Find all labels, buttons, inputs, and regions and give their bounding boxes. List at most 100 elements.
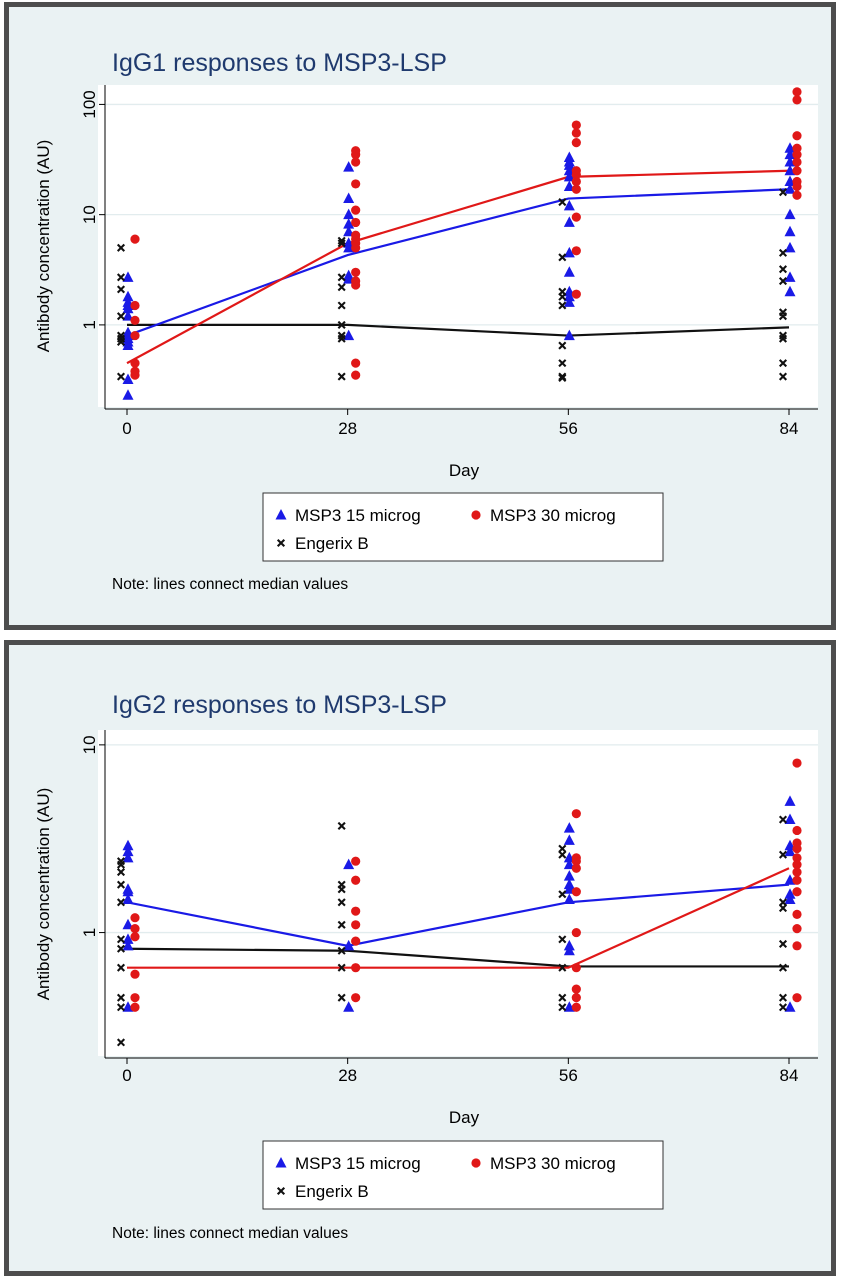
data-point [784, 888, 796, 899]
data-point [337, 885, 346, 894]
chart-title: IgG1 responses to MSP3-LSP [112, 49, 447, 77]
chart-title: IgG2 responses to MSP3-LSP [112, 691, 447, 719]
data-point [351, 370, 361, 380]
data-point [130, 358, 140, 368]
legend-marker [471, 1158, 481, 1168]
data-point [563, 893, 575, 905]
data-point [563, 1001, 575, 1012]
data-point [571, 120, 581, 130]
data-point [792, 867, 802, 877]
data-point [571, 176, 581, 187]
data-point [351, 875, 361, 885]
data-point [337, 283, 346, 292]
data-point [116, 337, 126, 347]
data-point [792, 758, 802, 768]
data-point [116, 285, 126, 294]
legend-marker [275, 509, 287, 520]
data-point [122, 845, 134, 857]
data-point [563, 834, 575, 845]
legend-marker [471, 510, 481, 520]
data-point [784, 874, 796, 885]
data-point [571, 1002, 581, 1012]
legend-marker [275, 1157, 287, 1168]
data-point [784, 241, 796, 253]
x-tick-label: 84 [780, 1066, 799, 1085]
data-point [778, 312, 788, 321]
data-point [337, 334, 346, 343]
data-point [784, 271, 796, 282]
data-point [571, 993, 581, 1003]
data-point [130, 300, 140, 311]
data-point [351, 963, 361, 973]
data-point [784, 148, 796, 160]
data-point [792, 131, 802, 141]
median-line [126, 883, 790, 947]
data-point [116, 898, 126, 907]
data-point [563, 164, 575, 176]
data-point [778, 248, 788, 257]
data-point [784, 1001, 796, 1012]
data-point [343, 858, 355, 870]
data-point [122, 373, 134, 384]
x-tick-label: 0 [122, 1066, 131, 1085]
data-point [792, 909, 802, 919]
chart-panel-igg2: 1 10 0 28 56 84 IgG2 responses to MSP3-LSP An… [4, 640, 836, 1276]
data-point [571, 184, 581, 194]
data-point [784, 285, 796, 297]
plot-area [98, 730, 818, 1056]
x-tick-label: 28 [338, 1066, 357, 1085]
data-point [351, 358, 361, 368]
data-point [116, 1038, 126, 1047]
data-point [130, 913, 140, 923]
data-point [343, 939, 355, 951]
data-point [784, 175, 796, 186]
data-point [116, 243, 126, 252]
data-point [563, 170, 575, 182]
data-point [571, 887, 581, 897]
data-point [792, 853, 802, 863]
data-point [122, 389, 134, 400]
chart-note: Note: lines connect median values [112, 576, 348, 593]
data-point [792, 875, 802, 885]
data-point [792, 166, 802, 176]
data-point [343, 1001, 355, 1012]
data-point [792, 181, 802, 192]
data-point [343, 192, 355, 204]
data-point [563, 822, 575, 833]
data-point [563, 290, 575, 302]
data-point [792, 157, 802, 167]
chart-panel-igg1: 1 10 100 0 28 56 84 IgG1 responses to MSP3-LSP… [4, 2, 836, 630]
data-point [351, 920, 361, 930]
data-point [778, 850, 788, 859]
data-point [778, 939, 788, 948]
data-point [784, 845, 796, 857]
data-point [337, 372, 346, 381]
data-point [571, 212, 581, 222]
legend-label-msp3-30: MSP3 30 microg [490, 506, 616, 525]
data-point [571, 856, 581, 866]
data-point [337, 946, 346, 955]
data-point [130, 993, 140, 1003]
data-point [351, 993, 361, 1003]
data-point [563, 216, 575, 227]
data-point [571, 809, 581, 819]
data-point [792, 825, 802, 836]
data-point [558, 993, 567, 1002]
data-point [792, 860, 802, 870]
y-tick-label: 10 [80, 205, 99, 224]
data-point [130, 234, 140, 244]
data-point [122, 339, 134, 351]
legend-label-msp3-15: MSP3 15 microg [295, 506, 421, 525]
legend-label-msp3-30: MSP3 30 microg [490, 1154, 616, 1173]
data-point [122, 893, 134, 905]
data-point [784, 156, 796, 167]
data-point [784, 142, 796, 153]
data-point [343, 241, 355, 253]
data-point [130, 1002, 140, 1012]
data-point [784, 164, 796, 176]
data-point [778, 815, 788, 824]
data-point [558, 890, 567, 899]
data-point [558, 963, 567, 972]
data-point [571, 128, 581, 138]
data-point [122, 933, 134, 944]
